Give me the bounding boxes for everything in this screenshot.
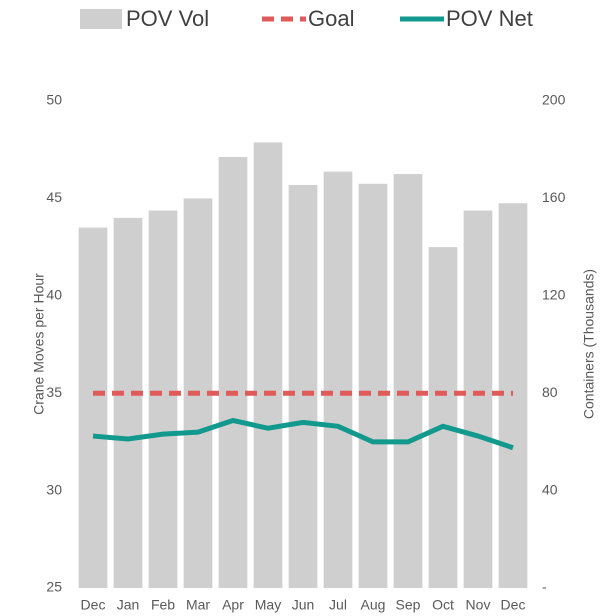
bar — [358, 183, 388, 589]
legend-label: POV Net — [446, 6, 533, 31]
y2-tick-label: 40 — [542, 481, 558, 497]
x-tick-label: Apr — [222, 597, 244, 613]
y2-axis-label: Containers (Thousands) — [581, 269, 597, 419]
bar — [323, 171, 353, 589]
legend-label: Goal — [308, 6, 354, 31]
bar — [78, 227, 108, 588]
x-tick-label: Jan — [117, 597, 140, 613]
y-axis-label: Crane Moves per Hour — [31, 273, 47, 415]
y-tick-label: 50 — [46, 92, 62, 108]
bar — [463, 210, 493, 588]
y2-tick-label: 200 — [542, 92, 566, 108]
bar — [253, 142, 283, 588]
x-tick-label: Sep — [396, 597, 421, 613]
x-tick-label: Oct — [432, 597, 454, 613]
bar — [428, 247, 458, 588]
bar — [218, 157, 248, 588]
legend-swatch — [80, 9, 122, 29]
legend-label: POV Vol — [126, 6, 209, 31]
x-tick-label: Jun — [292, 597, 315, 613]
x-tick-label: May — [255, 597, 281, 613]
y2-tick-label: 80 — [542, 384, 558, 400]
y-tick-label: 40 — [46, 287, 62, 303]
y-tick-label: 30 — [46, 481, 62, 497]
x-tick-label: Dec — [501, 597, 526, 613]
y2-tick-label: 160 — [542, 189, 566, 205]
x-tick-label: Mar — [186, 597, 210, 613]
x-tick-label: Nov — [466, 597, 491, 613]
bar — [113, 217, 143, 588]
x-tick-label: Jul — [329, 597, 347, 613]
y-tick-label: 35 — [46, 384, 62, 400]
y-tick-label: 45 — [46, 189, 62, 205]
x-tick-label: Aug — [361, 597, 386, 613]
y2-tick-label: 120 — [542, 287, 566, 303]
bar — [393, 174, 423, 589]
x-tick-label: Dec — [81, 597, 106, 613]
x-tick-label: Feb — [151, 597, 175, 613]
bar — [148, 210, 178, 588]
bar — [288, 185, 318, 588]
y2-tick-label: - — [542, 579, 547, 595]
line — [92, 417, 514, 451]
y-tick-label: 25 — [46, 579, 62, 595]
